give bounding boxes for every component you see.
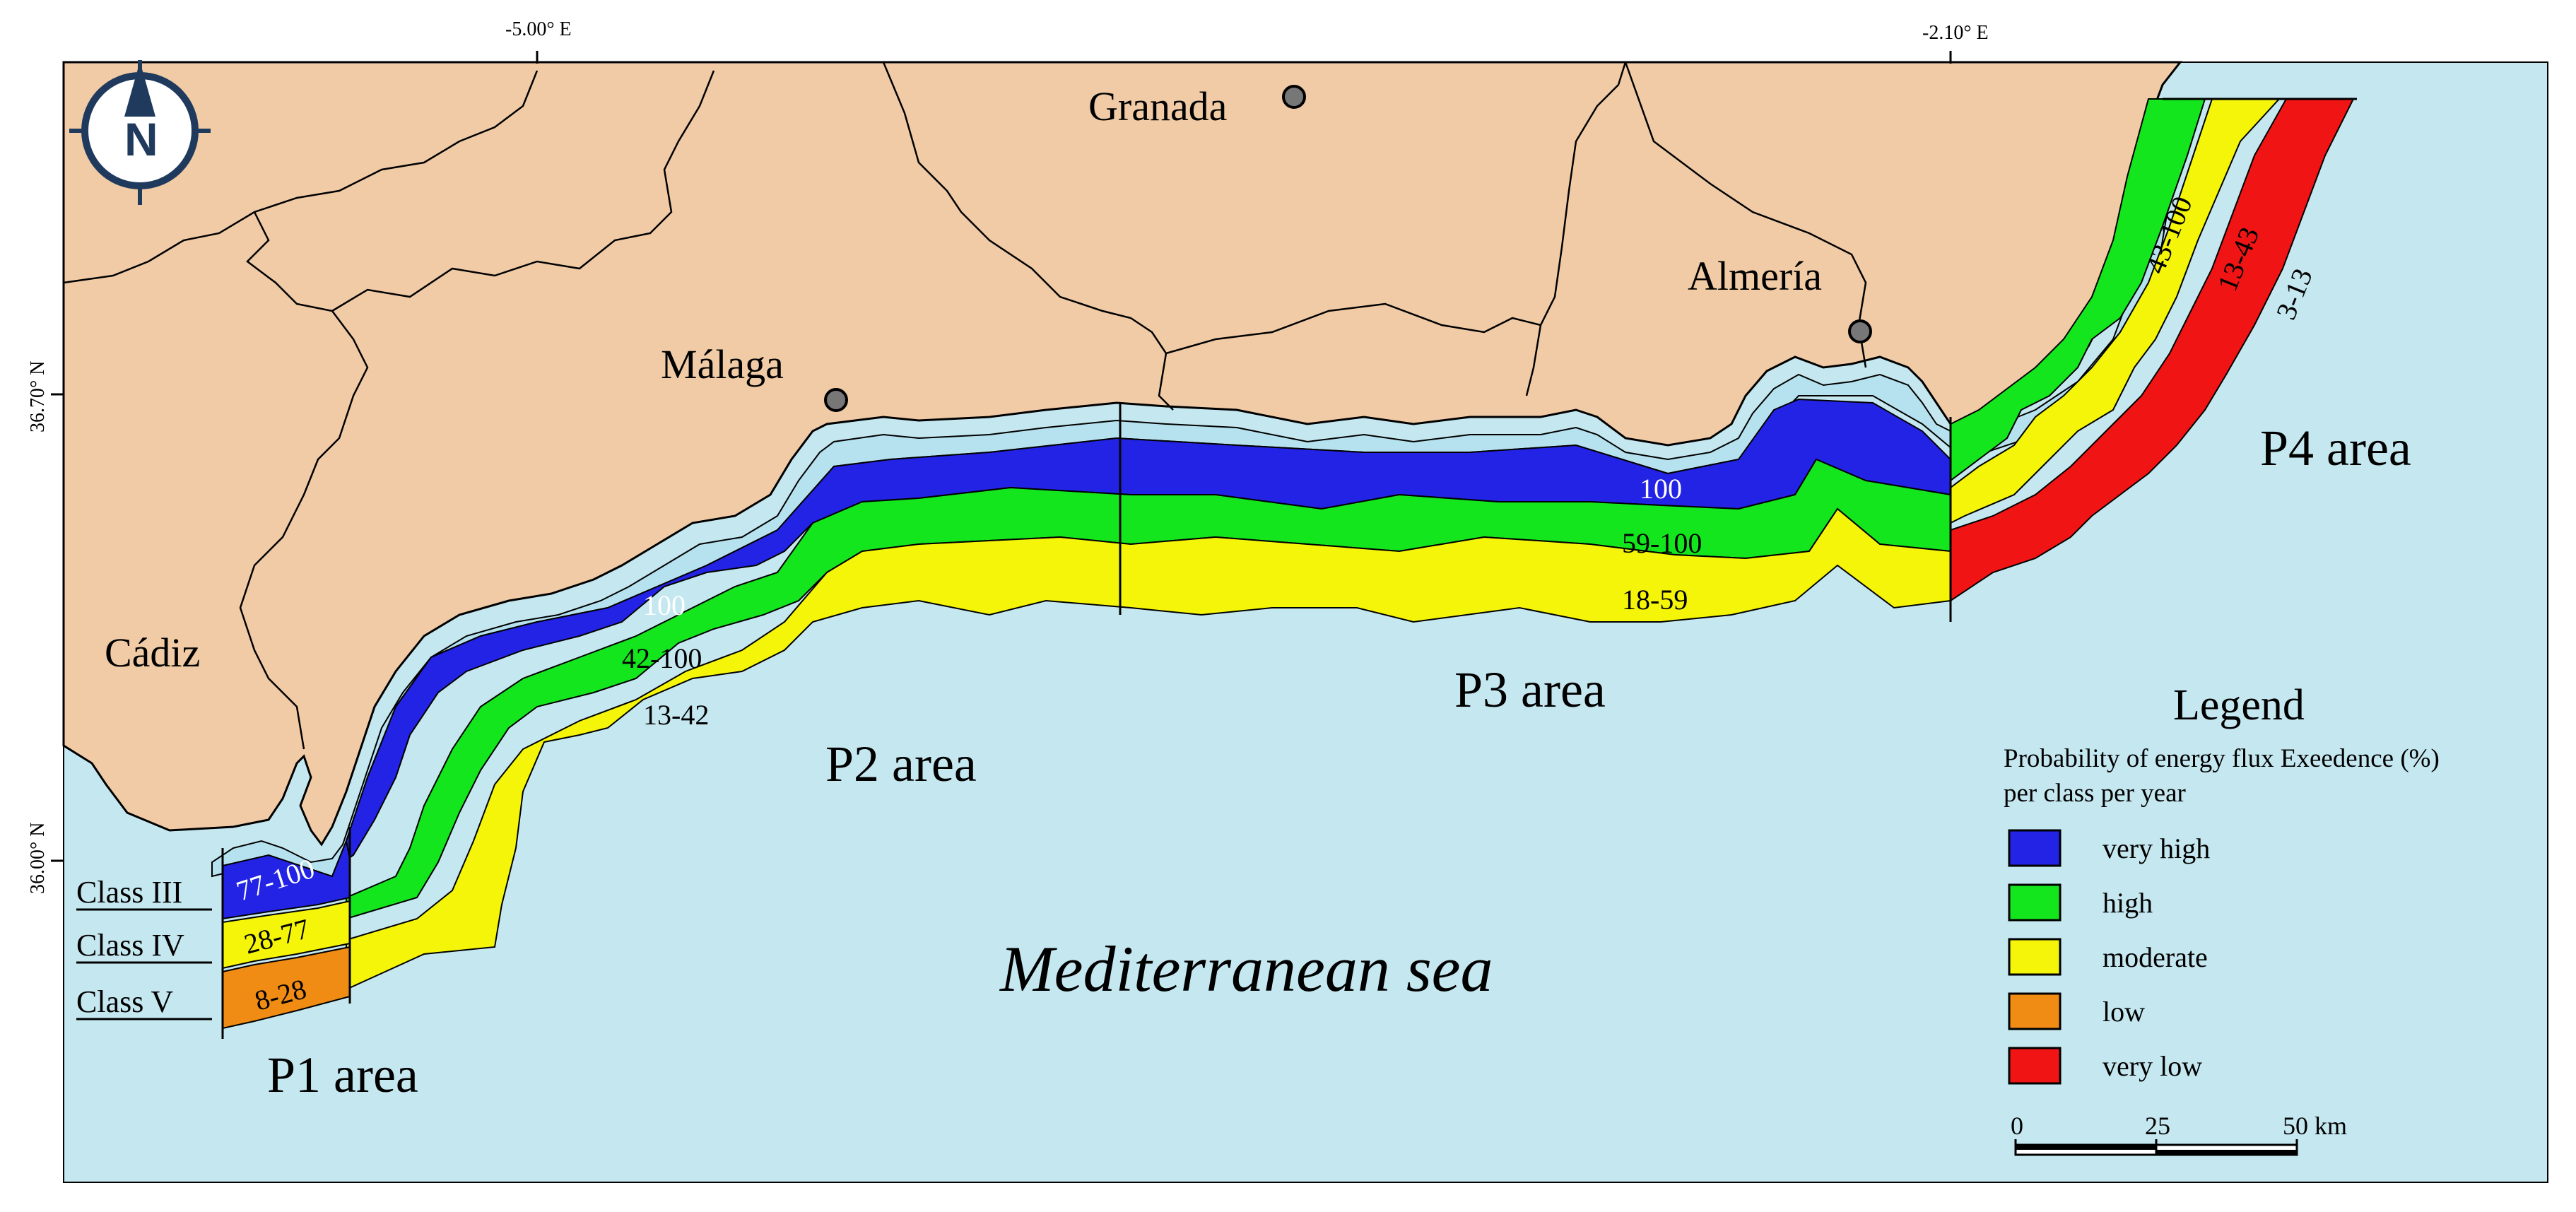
legend-subtitle-1: Probability of energy flux Exeedence (%) [2004, 744, 2440, 773]
almeria-marker [1848, 319, 1872, 343]
band-moderate-p2p3 [346, 507, 1951, 991]
legend-title: Legend [2173, 681, 2305, 729]
granada-marker [1282, 85, 1306, 109]
area-dividers [221, 403, 1952, 1039]
legend-swatch-very-low [2008, 1047, 2062, 1085]
band-label-p3-very-high: 100 [1640, 473, 1682, 505]
legend-swatch-very-high [2008, 829, 2062, 867]
band-high-p4 [1950, 98, 2206, 482]
legend-label-high: high [2102, 887, 2153, 919]
band-label-p3-moderate: 18-59 [1622, 584, 1688, 616]
malaga-label: Málaga [661, 341, 784, 387]
province-boundaries [63, 61, 1867, 750]
legend: Legend Probability of energy flux Exeede… [2004, 681, 2440, 1085]
legend-swatch-moderate [2008, 938, 2062, 976]
svg-text:N: N [124, 113, 158, 165]
scale-bar: 0 25 50 km [2011, 1112, 2347, 1156]
band-label-p2-high: 42-100 [622, 642, 702, 674]
legend-label-very-low: very low [2102, 1050, 2202, 1082]
band-moderate-p4 [1950, 98, 2281, 524]
class-label-v: Class V [76, 984, 174, 1019]
area-label-p4: P4 area [2260, 420, 2411, 476]
legend-label-moderate: moderate [2102, 941, 2208, 973]
almeria-label: Almería [1688, 253, 1822, 299]
class-labels: Class III Class IV Class V [76, 875, 212, 1020]
scale-label-end: 50 km [2283, 1112, 2347, 1140]
legend-swatch-high [2008, 883, 2062, 922]
legend-subtitle-2: per class per year [2004, 779, 2186, 808]
band-label-p3-high: 59-100 [1622, 527, 1702, 559]
north-arrow-icon: N [69, 60, 211, 205]
band-label-p2-moderate: 13-42 [643, 699, 709, 731]
axis-label-left-bottom: 36.00° N [27, 823, 49, 894]
area-label-p2: P2 area [825, 736, 977, 792]
scale-label-zero: 0 [2011, 1112, 2023, 1140]
band-very-low-p4 [1950, 98, 2355, 602]
class-label-iv: Class IV [76, 928, 184, 963]
axis-label-left-top: 36.70° N [27, 361, 49, 433]
axis-label-top-left: -5.00° E [505, 18, 572, 40]
granada-label: Granada [1088, 83, 1227, 129]
cadiz-label: Cádiz [105, 630, 200, 676]
scale-label-mid: 25 [2145, 1112, 2170, 1140]
legend-label-very-high: very high [2102, 832, 2210, 864]
band-label-p2-very-high: 100 [643, 589, 686, 621]
malaga-marker [824, 388, 848, 412]
area-label-p1: P1 area [267, 1047, 418, 1103]
class-label-iii: Class III [76, 875, 182, 910]
axis-ticks [51, 51, 1952, 862]
area-label-p3: P3 area [1454, 661, 1606, 718]
axis-label-top-right: -2.10° E [1922, 22, 1989, 44]
legend-label-low: low [2102, 996, 2145, 1028]
sea-label: Mediterranean sea [999, 933, 1493, 1005]
legend-swatch-low [2008, 992, 2062, 1030]
